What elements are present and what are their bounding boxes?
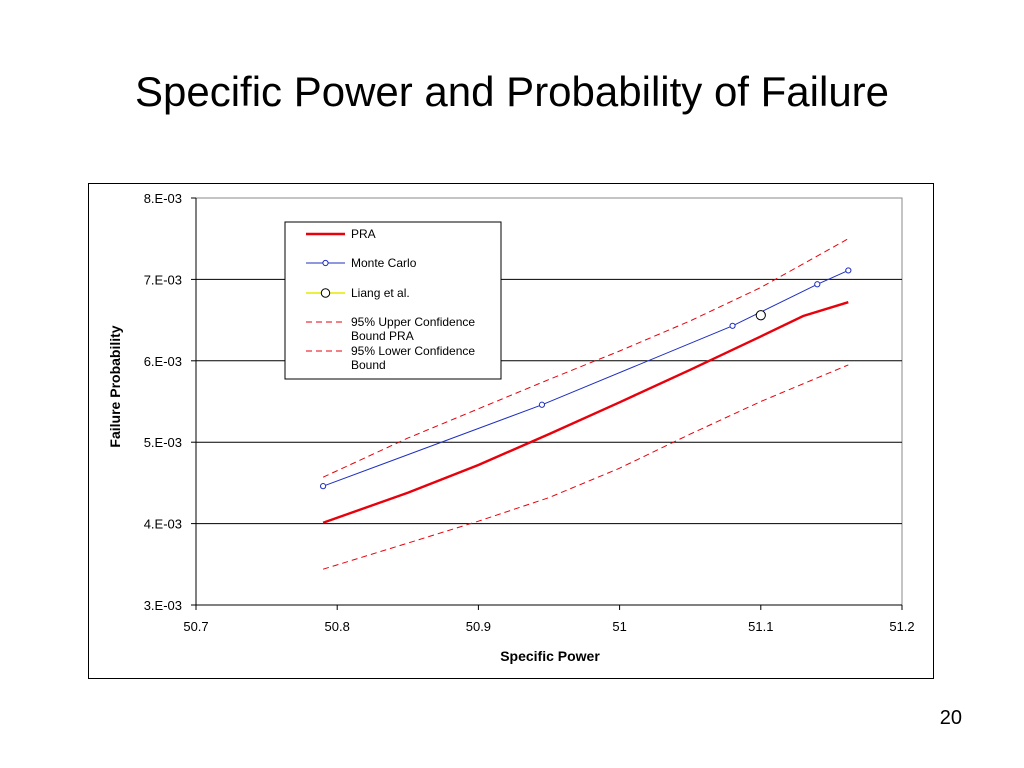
y-tick-label: 3.E-03 — [144, 598, 182, 613]
data-point — [538, 401, 546, 408]
series-line-4 — [322, 364, 849, 570]
y-tick-label: 4.E-03 — [144, 517, 182, 532]
y-tick-label: 8.E-03 — [144, 191, 182, 206]
legend-label: PRA — [351, 227, 376, 241]
chart-frame: 3.E-03 4.E-03 5.E-03 6.E-03 7.E-03 8.E-03 50.7… — [88, 183, 934, 679]
x-tick-label: 50.7 — [183, 619, 208, 634]
x-tick-label: 51.2 — [889, 619, 914, 634]
legend: PRA Monte Carlo Liang et al. 95% Upper Conf… — [284, 221, 502, 380]
data-point — [814, 281, 821, 288]
slide-number: 20 — [939, 707, 962, 729]
legend-marker — [320, 288, 331, 298]
x-tick-label: 51.1 — [748, 619, 773, 634]
x-tick-label: 50.8 — [325, 619, 350, 634]
legend-label: Monte Carlo — [351, 256, 417, 270]
data-point — [729, 322, 736, 329]
legend-box — [284, 221, 502, 380]
legend-label: Bound PRA — [351, 329, 414, 343]
x-axis-title: Specific Power — [500, 648, 600, 664]
data-point — [755, 310, 766, 321]
y-axis-title: Failure Probability — [107, 325, 123, 447]
x-tick-label: 50.9 — [466, 619, 491, 634]
data-point — [845, 267, 852, 274]
y-tick-label: 7.E-03 — [144, 272, 182, 287]
legend-label: 95% Upper Confidence — [351, 315, 475, 329]
chart-svg: 3.E-03 4.E-03 5.E-03 6.E-03 7.E-03 8.E-03 50.7… — [107, 191, 915, 664]
data-point — [319, 483, 327, 490]
legend-marker — [322, 259, 329, 267]
y-tick-label: 6.E-03 — [144, 354, 182, 369]
x-tick-label: 51 — [612, 619, 626, 634]
slide-title: Specific Power and Probability of Failur… — [134, 68, 890, 115]
legend-label: Liang et al. — [351, 286, 410, 300]
series-line-3 — [322, 238, 849, 478]
legend-label: Bound — [351, 358, 386, 372]
series-line-0 — [322, 301, 849, 524]
legend-label: 95% Lower Confidence — [351, 344, 475, 358]
y-tick-label: 5.E-03 — [144, 435, 182, 450]
